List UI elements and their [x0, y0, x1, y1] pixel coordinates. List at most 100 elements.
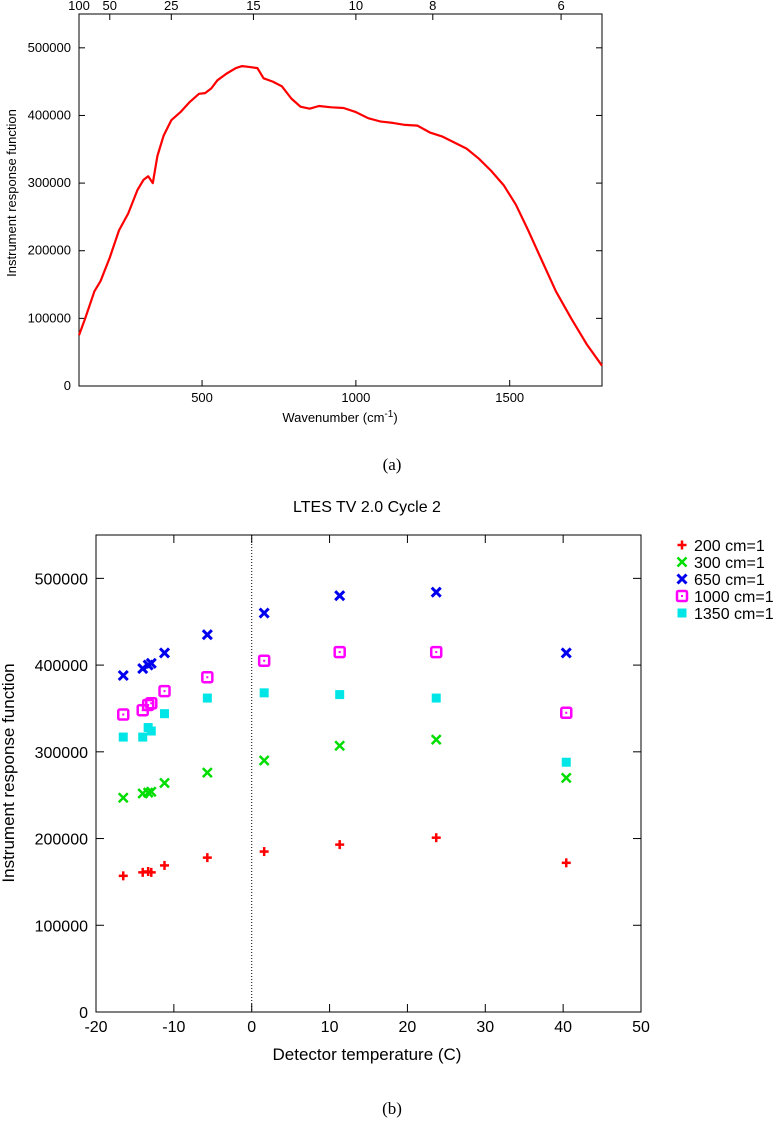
marker-stroke [160, 709, 170, 719]
series-300 [117, 734, 572, 804]
marker-stroke [564, 651, 569, 655]
marker-stroke [434, 590, 439, 595]
data-point [118, 732, 128, 742]
legend-marker [676, 573, 688, 585]
data-point [160, 709, 170, 719]
data-point [335, 690, 345, 700]
data-point [145, 657, 157, 669]
x-tick-label: 40 [554, 1019, 572, 1036]
top-tick-label: 8 [429, 0, 436, 13]
series-1350 [118, 688, 571, 767]
y-tick-label: 400000 [28, 107, 71, 122]
data-point [117, 669, 129, 682]
y-tick-label: 500000 [28, 40, 71, 55]
chart-b-title: LTES TV 2.0 Cycle 2 [293, 499, 441, 516]
marker-stroke [429, 645, 443, 659]
marker-stroke [202, 693, 212, 703]
data-point [145, 697, 158, 710]
marker-stroke [142, 787, 154, 798]
chart-b-x-ticks: -20 -10 0 10 20 30 40 50 [84, 535, 650, 1036]
y-tick-label: 100000 [35, 918, 88, 935]
data-point [160, 860, 170, 870]
data-point [431, 833, 441, 843]
data-point [158, 684, 171, 698]
marker-stroke [206, 676, 209, 679]
top-tick-label: 6 [557, 0, 564, 13]
response-curve [77, 64, 603, 367]
data-point [146, 726, 156, 736]
marker-stroke [146, 726, 156, 736]
x-tick-label: 10 [321, 1019, 339, 1036]
top-tick-label: 10 [349, 0, 363, 13]
marker-stroke [676, 556, 688, 568]
marker-stroke [159, 777, 170, 789]
marker-stroke [560, 772, 572, 784]
marker-stroke [435, 651, 438, 654]
marker-stroke [145, 786, 157, 798]
data-point [202, 853, 212, 863]
marker-stroke [147, 703, 150, 706]
marker-stroke [560, 706, 573, 720]
data-point [201, 767, 213, 779]
y-tick-label: 200000 [35, 832, 88, 849]
data-point [117, 792, 129, 804]
data-point [334, 590, 346, 602]
legend-marker [677, 540, 687, 550]
data-point [259, 847, 269, 857]
marker-stroke [334, 740, 346, 752]
caption-b: (b) [382, 1099, 402, 1118]
marker-stroke [263, 659, 266, 662]
y-tick-label: 400000 [35, 658, 88, 675]
data-point [561, 858, 571, 868]
chart-a-x-ticks: 500 1000 1500 [191, 380, 524, 405]
marker-stroke [431, 693, 441, 703]
marker-stroke [201, 670, 214, 684]
data-point [560, 772, 572, 784]
y-tick-label: 0 [79, 1005, 88, 1022]
legend-label: 650 cm=1 [694, 572, 765, 589]
marker-stroke [138, 732, 148, 742]
data-point [560, 647, 572, 659]
x-tick-label: 30 [476, 1019, 494, 1036]
marker-stroke [141, 698, 155, 712]
marker-stroke [257, 654, 271, 668]
data-point [431, 693, 441, 703]
marker-stroke [259, 688, 269, 698]
marker-stroke [561, 757, 571, 767]
chart-b-x-axis-label: Detector temperature (C) [273, 1045, 462, 1064]
marker-stroke [149, 661, 154, 666]
marker-stroke [145, 697, 158, 710]
legend-marker [677, 608, 687, 618]
data-point [138, 732, 148, 742]
marker-stroke [117, 792, 129, 804]
marker-stroke [680, 577, 684, 581]
x-tick-label: 0 [247, 1019, 256, 1036]
data-point [141, 698, 155, 712]
marker-stroke [565, 711, 568, 714]
chart-b-points [117, 586, 573, 881]
chart-a-y-axis-label: Instrument response function [4, 109, 19, 277]
legend-marker [675, 589, 689, 603]
data-point [142, 787, 154, 798]
marker-stroke [158, 684, 171, 698]
y-tick-label: 300000 [28, 175, 71, 190]
chart-a-x-axis-label: Wavenumber (cm-1) [282, 409, 397, 425]
y-tick-label: 0 [64, 378, 71, 393]
series-650 [117, 586, 572, 682]
data-point [333, 645, 346, 659]
x-tick-label: 1000 [341, 390, 370, 405]
x-tick-label: 500 [191, 390, 213, 405]
data-point [201, 670, 214, 684]
marker-stroke [262, 611, 266, 615]
data-point [259, 688, 269, 698]
data-point [560, 706, 573, 720]
chart-a-series [77, 64, 603, 367]
data-point [146, 867, 156, 877]
legend-label: 1350 cm=1 [694, 606, 774, 623]
legend-label: 200 cm=1 [694, 538, 765, 555]
x-tick-label: 50 [632, 1019, 650, 1036]
caption-a: (a) [383, 455, 402, 474]
legend-label: 300 cm=1 [694, 555, 765, 572]
data-point [429, 645, 443, 659]
top-tick-label: 100 [68, 0, 90, 13]
